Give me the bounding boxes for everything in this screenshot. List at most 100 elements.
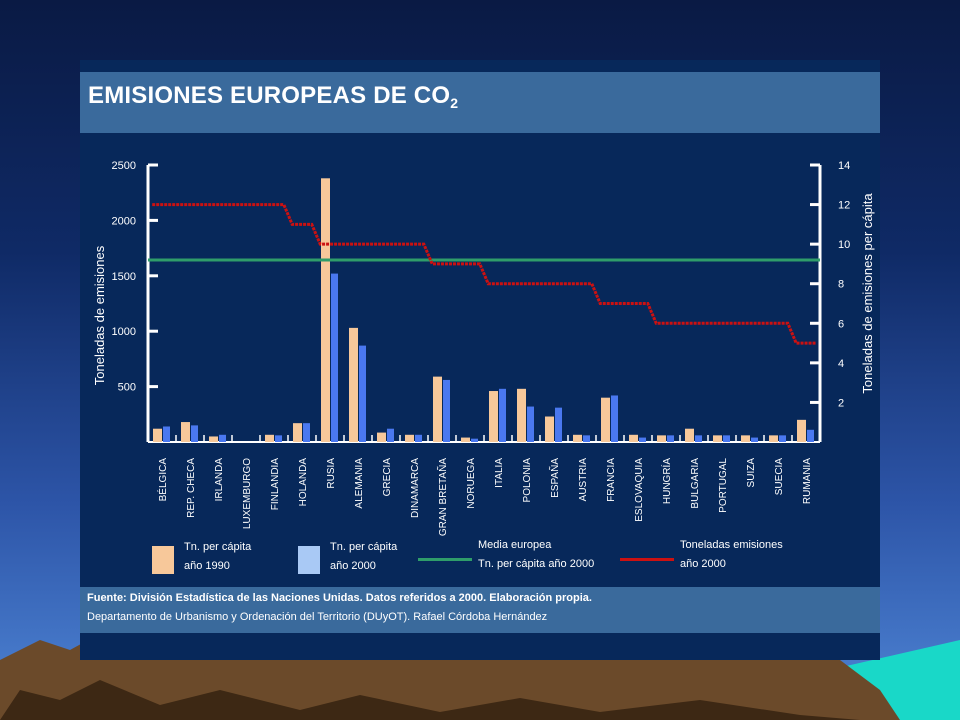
bar-2000-17: [639, 437, 646, 442]
bar-2000-5: [303, 423, 310, 442]
bar-2000-0: [163, 426, 170, 442]
x-tick-label: SUIZA: [746, 458, 757, 488]
bar-1990-21: [741, 435, 750, 442]
y-right-tick-label: 4: [838, 358, 844, 370]
x-tick-label: PORTUGAL: [718, 458, 729, 513]
legend-1990-line1: Tn. per cápita: [184, 541, 252, 553]
bar-1990-11: [461, 437, 470, 442]
y-right-tick-label: 10: [838, 239, 850, 251]
bar-1990-16: [601, 397, 610, 442]
department-text: Departamento de Urbanismo y Ordenación d…: [87, 611, 548, 623]
x-tick-label: NORUEGA: [466, 458, 477, 509]
bar-1990-7: [349, 327, 358, 442]
x-tick-label: HUNGRÍA: [660, 458, 673, 504]
bar-1990-4: [265, 434, 274, 442]
bar-2000-2: [219, 434, 226, 442]
x-tick-label: FRANCIA: [606, 458, 617, 502]
x-tick-label: RUMANIA: [802, 458, 813, 504]
x-tick-label: ALEMANIA: [354, 458, 365, 509]
source-text: Fuente: División Estadística de las Naci…: [87, 592, 592, 604]
x-tick-label: HOLANDA: [298, 458, 309, 507]
bar-1990-8: [377, 432, 386, 442]
legend-2000-line1: Tn. per cápita: [330, 541, 398, 553]
x-tick-label: GRECIA: [382, 458, 393, 497]
x-tick-label: LUXEMBURGO: [242, 458, 253, 529]
bar-2000-14: [555, 407, 562, 442]
x-tick-label: IRLANDA: [214, 458, 225, 502]
y-left-tick-label: 1000: [112, 326, 136, 338]
slide-title: EMISIONES EUROPEAS DE CO2: [88, 82, 458, 111]
title-main: EMISIONES EUROPEAS DE CO: [88, 82, 451, 109]
legend-swatch-2000: [298, 546, 320, 574]
y-left-tick-label: 2500: [112, 160, 136, 172]
legend-emissions-line1: Toneladas emisiones: [680, 539, 783, 551]
y-left-tick-label: 2000: [112, 215, 136, 227]
legend-1990-line2: año 1990: [184, 560, 230, 572]
x-tick-label: POLONIA: [522, 458, 533, 503]
x-tick-label: ESPAÑA: [548, 458, 561, 498]
bar-1990-15: [573, 434, 582, 442]
bar-1990-13: [517, 388, 526, 442]
x-tick-label: BÉLGICA: [156, 458, 169, 502]
bar-2000-7: [359, 345, 366, 442]
bar-2000-1: [191, 425, 198, 442]
bar-2000-6: [331, 273, 338, 442]
emissions-line: [152, 203, 816, 345]
title-band: [80, 72, 880, 133]
bar-1990-5: [293, 423, 302, 442]
x-tick-label: REP. CHECA: [186, 458, 197, 518]
bar-2000-18: [667, 435, 674, 442]
y-right-tick-label: 2: [838, 397, 844, 409]
y-left-tick-label: 1500: [112, 271, 136, 283]
legend-2000-line2: año 2000: [330, 560, 376, 572]
bar-1990-6: [321, 178, 330, 442]
bar-2000-16: [611, 395, 618, 442]
bar-2000-4: [275, 435, 282, 442]
title-subscript: 2: [450, 95, 459, 111]
bar-2000-19: [695, 435, 702, 442]
bar-1990-14: [545, 416, 554, 442]
bar-2000-9: [415, 434, 422, 442]
y-left-axis-title: Toneladas de emisiones: [92, 245, 107, 385]
bar-2000-12: [499, 388, 506, 442]
bar-2000-20: [723, 435, 730, 442]
x-tick-label: GRAN BRETAÑA: [436, 458, 449, 536]
x-tick-label: ESLOVAQUIA: [634, 458, 645, 522]
legend-label-1990: Tn. per cápita año 1990: [184, 538, 251, 576]
x-tick-label: SUECIA: [774, 458, 785, 496]
mountain-shading: [0, 680, 860, 720]
source-band: Fuente: División Estadística de las Naci…: [80, 587, 880, 633]
bar-2000-10: [443, 379, 450, 442]
legend-swatch-emissions: [620, 558, 674, 561]
bar-1990-10: [433, 376, 442, 442]
legend-emissions-line2: año 2000: [680, 558, 726, 570]
bar-1990-1: [181, 422, 190, 442]
y-right-tick-label: 6: [838, 318, 844, 330]
bar-1990-20: [713, 435, 722, 442]
bar-1990-9: [405, 434, 414, 442]
bar-2000-11: [471, 438, 478, 442]
bar-1990-2: [209, 436, 218, 442]
legend-label-mean: Media europea Tn. per cápita año 2000: [478, 536, 594, 574]
x-tick-label: FINLANDIA: [270, 458, 281, 511]
legend-swatch-mean: [418, 558, 472, 561]
slide-panel: EMISIONES EUROPEAS DE CO2 500 1000 1500 200…: [80, 60, 880, 660]
legend-label-emissions: Toneladas emisiones año 2000: [680, 536, 783, 574]
y-right-tick-label: 8: [838, 279, 844, 291]
legend-mean-line1: Media europea: [478, 539, 552, 551]
x-tick-label: ITALIA: [494, 458, 505, 488]
bar-1990-17: [629, 434, 638, 442]
bar-1990-18: [657, 435, 666, 442]
legend-mean-line2: Tn. per cápita año 2000: [478, 558, 595, 570]
bar-1990-0: [153, 428, 162, 442]
bar-1990-19: [685, 428, 694, 442]
legend-label-2000: Tn. per cápita año 2000: [330, 538, 397, 576]
y-right-tick-label: 14: [838, 160, 850, 172]
x-tick-label: RUSIA: [326, 458, 337, 489]
x-tick-label: DINAMARCA: [410, 458, 421, 518]
bar-1990-23: [797, 419, 806, 442]
bar-2000-13: [527, 406, 534, 442]
bar-2000-21: [751, 437, 758, 442]
x-tick-label: BULGARIA: [690, 458, 701, 509]
x-tick-label: AUSTRIA: [578, 458, 589, 502]
